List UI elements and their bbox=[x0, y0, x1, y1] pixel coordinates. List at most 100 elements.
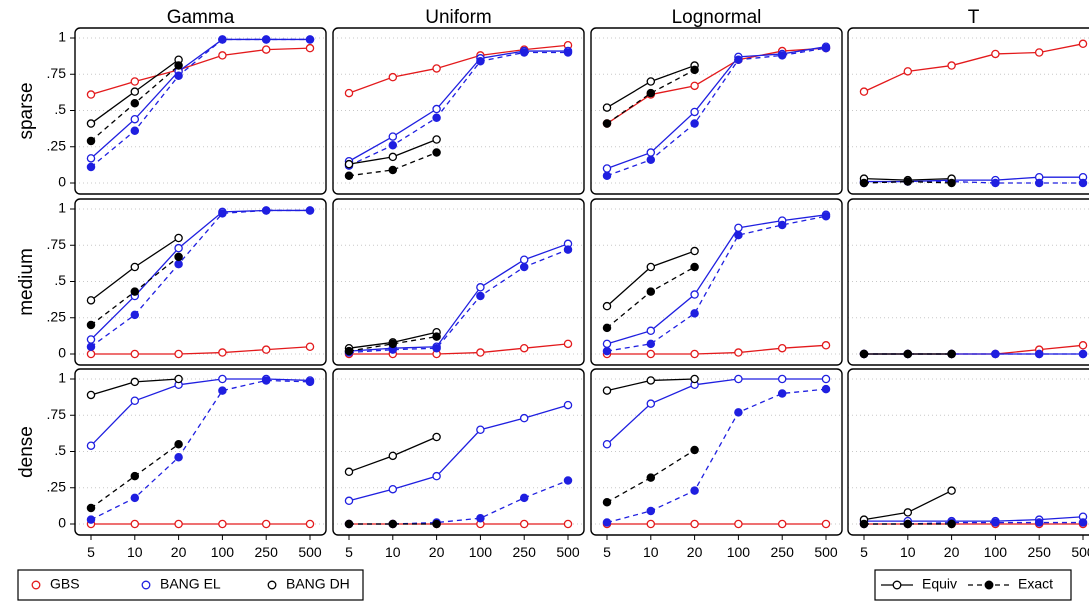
data-point bbox=[305, 377, 315, 387]
series-line bbox=[606, 46, 827, 170]
data-point bbox=[646, 399, 656, 408]
data-point bbox=[86, 136, 96, 146]
data-point bbox=[690, 119, 699, 128]
panel-frame bbox=[590, 368, 843, 536]
legend-marker-gbs bbox=[31, 580, 41, 590]
y-tick-label: .25 bbox=[47, 308, 67, 324]
data-point bbox=[86, 296, 96, 305]
data-point bbox=[218, 519, 227, 529]
x-tick-label: 250 bbox=[1028, 544, 1052, 560]
x-tick-label: 250 bbox=[255, 544, 279, 560]
series-gbs-equiv bbox=[602, 341, 831, 359]
data-point bbox=[261, 376, 271, 385]
data-point bbox=[1078, 349, 1088, 359]
data-point bbox=[388, 519, 398, 529]
series-bang-dh-exact bbox=[344, 332, 441, 356]
data-point bbox=[646, 262, 656, 272]
data-point bbox=[690, 445, 699, 455]
data-point bbox=[519, 255, 529, 264]
data-point bbox=[174, 61, 183, 70]
data-point bbox=[602, 497, 612, 507]
data-point bbox=[86, 119, 96, 128]
series-gbs-equiv bbox=[859, 39, 1088, 96]
data-point bbox=[602, 386, 612, 395]
row-title-medium: medium bbox=[16, 248, 37, 316]
data-point bbox=[130, 519, 140, 529]
data-point bbox=[130, 126, 140, 136]
x-tick-label: 5 bbox=[860, 544, 868, 560]
data-point bbox=[86, 162, 96, 172]
series-line bbox=[863, 180, 952, 184]
data-point bbox=[646, 326, 656, 336]
data-point bbox=[130, 87, 140, 96]
data-point bbox=[432, 432, 441, 442]
method-legend: GBS BANG EL BANG DH bbox=[17, 569, 364, 601]
series-line bbox=[348, 50, 568, 162]
data-point bbox=[734, 223, 743, 233]
series-line bbox=[606, 266, 695, 329]
data-point bbox=[563, 476, 573, 485]
x-tick-label: 100 bbox=[984, 544, 1008, 560]
data-point bbox=[388, 484, 398, 494]
series-bang-el-exact bbox=[344, 48, 573, 170]
x-tick-label: 500 bbox=[1071, 544, 1089, 560]
data-point bbox=[130, 99, 140, 108]
data-point bbox=[777, 343, 787, 353]
y-tick-label: .75 bbox=[47, 236, 67, 252]
series-bang-el-equiv bbox=[86, 35, 315, 163]
data-point bbox=[646, 506, 656, 516]
series-line bbox=[606, 215, 827, 352]
data-point bbox=[646, 376, 656, 385]
data-point bbox=[86, 515, 96, 524]
data-point bbox=[777, 389, 787, 398]
panel-sparse-gamma: 0 .25 .5 .75 1 bbox=[47, 27, 327, 195]
series-bang-dh-exact bbox=[859, 177, 956, 188]
panel-medium-gamma: 0 .25 .5 .75 1 bbox=[47, 198, 327, 366]
data-point bbox=[563, 245, 573, 254]
series-bang-dh-exact bbox=[344, 148, 441, 180]
data-point bbox=[344, 346, 354, 356]
x-tick-label: 100 bbox=[469, 544, 493, 560]
data-point bbox=[602, 323, 612, 333]
data-point bbox=[859, 178, 869, 188]
data-point bbox=[519, 413, 529, 423]
panel-frame bbox=[332, 27, 585, 195]
x-tick-label: 5 bbox=[87, 544, 95, 560]
series-bang-dh-equiv bbox=[602, 246, 699, 311]
series-bang-el-equiv bbox=[344, 239, 573, 356]
data-point bbox=[388, 152, 398, 162]
series-line bbox=[349, 479, 569, 525]
legend-marker-bang-dh bbox=[267, 580, 277, 590]
data-point bbox=[859, 519, 869, 529]
data-point bbox=[1034, 349, 1044, 359]
data-point bbox=[563, 48, 573, 57]
data-point bbox=[174, 252, 183, 262]
data-point bbox=[388, 165, 398, 175]
data-point bbox=[602, 518, 612, 527]
legend-label-gbs: GBS bbox=[50, 576, 80, 592]
data-point bbox=[903, 519, 913, 529]
data-point bbox=[432, 104, 441, 114]
series-line bbox=[90, 209, 310, 340]
data-point bbox=[388, 451, 398, 461]
data-point bbox=[305, 519, 315, 529]
data-point bbox=[86, 335, 96, 344]
data-point bbox=[218, 209, 227, 218]
series-bang-dh-equiv bbox=[344, 432, 441, 477]
data-point bbox=[602, 119, 612, 128]
series-line bbox=[348, 335, 437, 352]
series-bang-dh-exact bbox=[859, 349, 956, 359]
series-bang-el-equiv bbox=[86, 206, 315, 344]
data-point bbox=[130, 287, 140, 296]
data-point bbox=[602, 346, 612, 356]
data-point bbox=[821, 374, 831, 384]
legend-marker-bang-el bbox=[141, 580, 151, 590]
data-point bbox=[344, 467, 354, 477]
series-line bbox=[864, 344, 1084, 355]
data-point bbox=[432, 64, 441, 73]
series-bang-dh-equiv bbox=[86, 233, 183, 305]
data-point bbox=[86, 390, 96, 400]
column-title-lognormal: Lognormal bbox=[672, 7, 762, 28]
data-point bbox=[344, 88, 354, 98]
